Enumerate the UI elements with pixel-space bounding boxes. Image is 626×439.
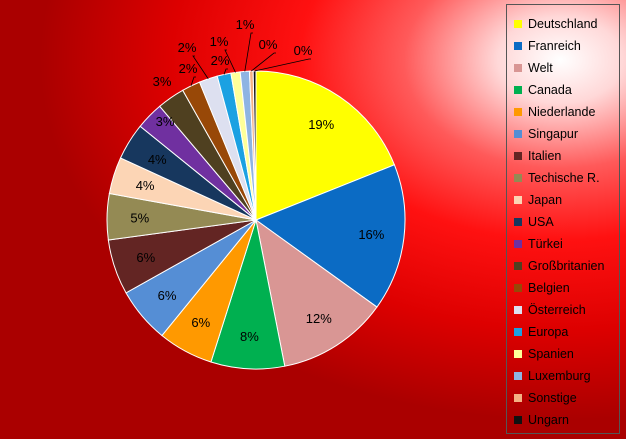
pie-slice-deutschland [255, 70, 396, 221]
slice-label: 4% [148, 152, 167, 167]
legend-swatch [514, 130, 522, 138]
legend-swatch [514, 42, 522, 50]
slice-label: 6% [191, 315, 210, 330]
legend-label: Luxemburg [528, 369, 591, 383]
pie-slice-welt [255, 218, 378, 367]
legend-swatch [514, 20, 522, 28]
slice-label: 5% [130, 210, 149, 225]
legend-swatch [514, 394, 522, 402]
legend-label: Japan [528, 193, 563, 207]
leader-line [223, 68, 228, 75]
legend-label: Welt [528, 61, 553, 75]
legend-item: Luxemburg [507, 365, 619, 387]
leader-line [244, 32, 253, 72]
slice-label: 6% [136, 250, 155, 265]
legend-item: Belgien [507, 277, 619, 299]
legend-item: Sonstige [507, 387, 619, 409]
leader-line [251, 52, 276, 72]
slice-label: 3% [153, 74, 172, 89]
legend-swatch [514, 284, 522, 292]
legend-swatch [514, 262, 522, 270]
legend-item: Italien [507, 145, 619, 167]
legend-label: Italien [528, 149, 562, 163]
leader-line [190, 76, 196, 87]
legend-swatch [514, 328, 522, 336]
legend-swatch [514, 174, 522, 182]
slice-label: 8% [240, 329, 259, 344]
legend-swatch [514, 306, 522, 314]
legend-swatch [514, 372, 522, 380]
legend-item: Japan [507, 189, 619, 211]
legend-swatch [514, 196, 522, 204]
legend-label: Sonstige [528, 391, 577, 405]
legend-label: Spanien [528, 347, 574, 361]
legend-label: Europa [528, 325, 569, 339]
legend-label: Deutschland [528, 17, 598, 31]
slice-label: 2% [178, 40, 197, 55]
legend-label: USA [528, 215, 554, 229]
legend-item: Türkei [507, 233, 619, 255]
legend-swatch [514, 64, 522, 72]
legend-label: Franreich [528, 39, 581, 53]
legend-swatch [514, 218, 522, 226]
legend-item: Techische R. [507, 167, 619, 189]
slice-label: 2% [211, 53, 230, 68]
legend-swatch [514, 152, 522, 160]
legend-item: Deutschland [507, 13, 619, 35]
leader-line [254, 58, 311, 72]
leader-line [224, 49, 236, 73]
legend-label: Belgien [528, 281, 570, 295]
legend-item: Singapur [507, 123, 619, 145]
pie-slice-franreich [254, 164, 406, 308]
slice-label: 4% [136, 178, 155, 193]
legend-label: Österreich [528, 303, 586, 317]
legend-item: Österreich [507, 299, 619, 321]
legend-item: Großbritanien [507, 255, 619, 277]
legend-swatch [514, 240, 522, 248]
slice-label: 2% [179, 61, 198, 76]
slice-label: 1% [236, 17, 255, 32]
slice-label: 12% [306, 311, 332, 326]
legend-swatch [514, 350, 522, 358]
legend-label: Ungarn [528, 413, 569, 427]
slice-label: 0% [294, 43, 313, 58]
legend-label: Türkei [528, 237, 563, 251]
slice-label: 16% [358, 227, 384, 242]
legend-label: Techische R. [528, 171, 600, 185]
slice-label: 6% [158, 288, 177, 303]
legend-item: Welt [507, 57, 619, 79]
legend: Deutschland Franreich Welt Canada Niederland… [506, 4, 620, 434]
slice-label: 1% [210, 34, 229, 49]
legend-label: Großbritanien [528, 259, 605, 273]
legend-item: USA [507, 211, 619, 233]
slice-label: 19% [308, 117, 334, 132]
slice-label: 3% [156, 114, 175, 129]
legend-item: Canada [507, 79, 619, 101]
legend-item: Franreich [507, 35, 619, 57]
legend-item: Europa [507, 321, 619, 343]
legend-swatch [514, 416, 522, 424]
legend-label: Canada [528, 83, 572, 97]
legend-item: Niederlande [507, 101, 619, 123]
legend-label: Niederlande [528, 105, 596, 119]
legend-item: Spanien [507, 343, 619, 365]
legend-swatch [514, 86, 522, 94]
legend-label: Singapur [528, 127, 579, 141]
leader-line [192, 55, 209, 80]
legend-swatch [514, 108, 522, 116]
slice-label: 0% [259, 37, 278, 52]
legend-item: Ungarn [507, 409, 619, 431]
